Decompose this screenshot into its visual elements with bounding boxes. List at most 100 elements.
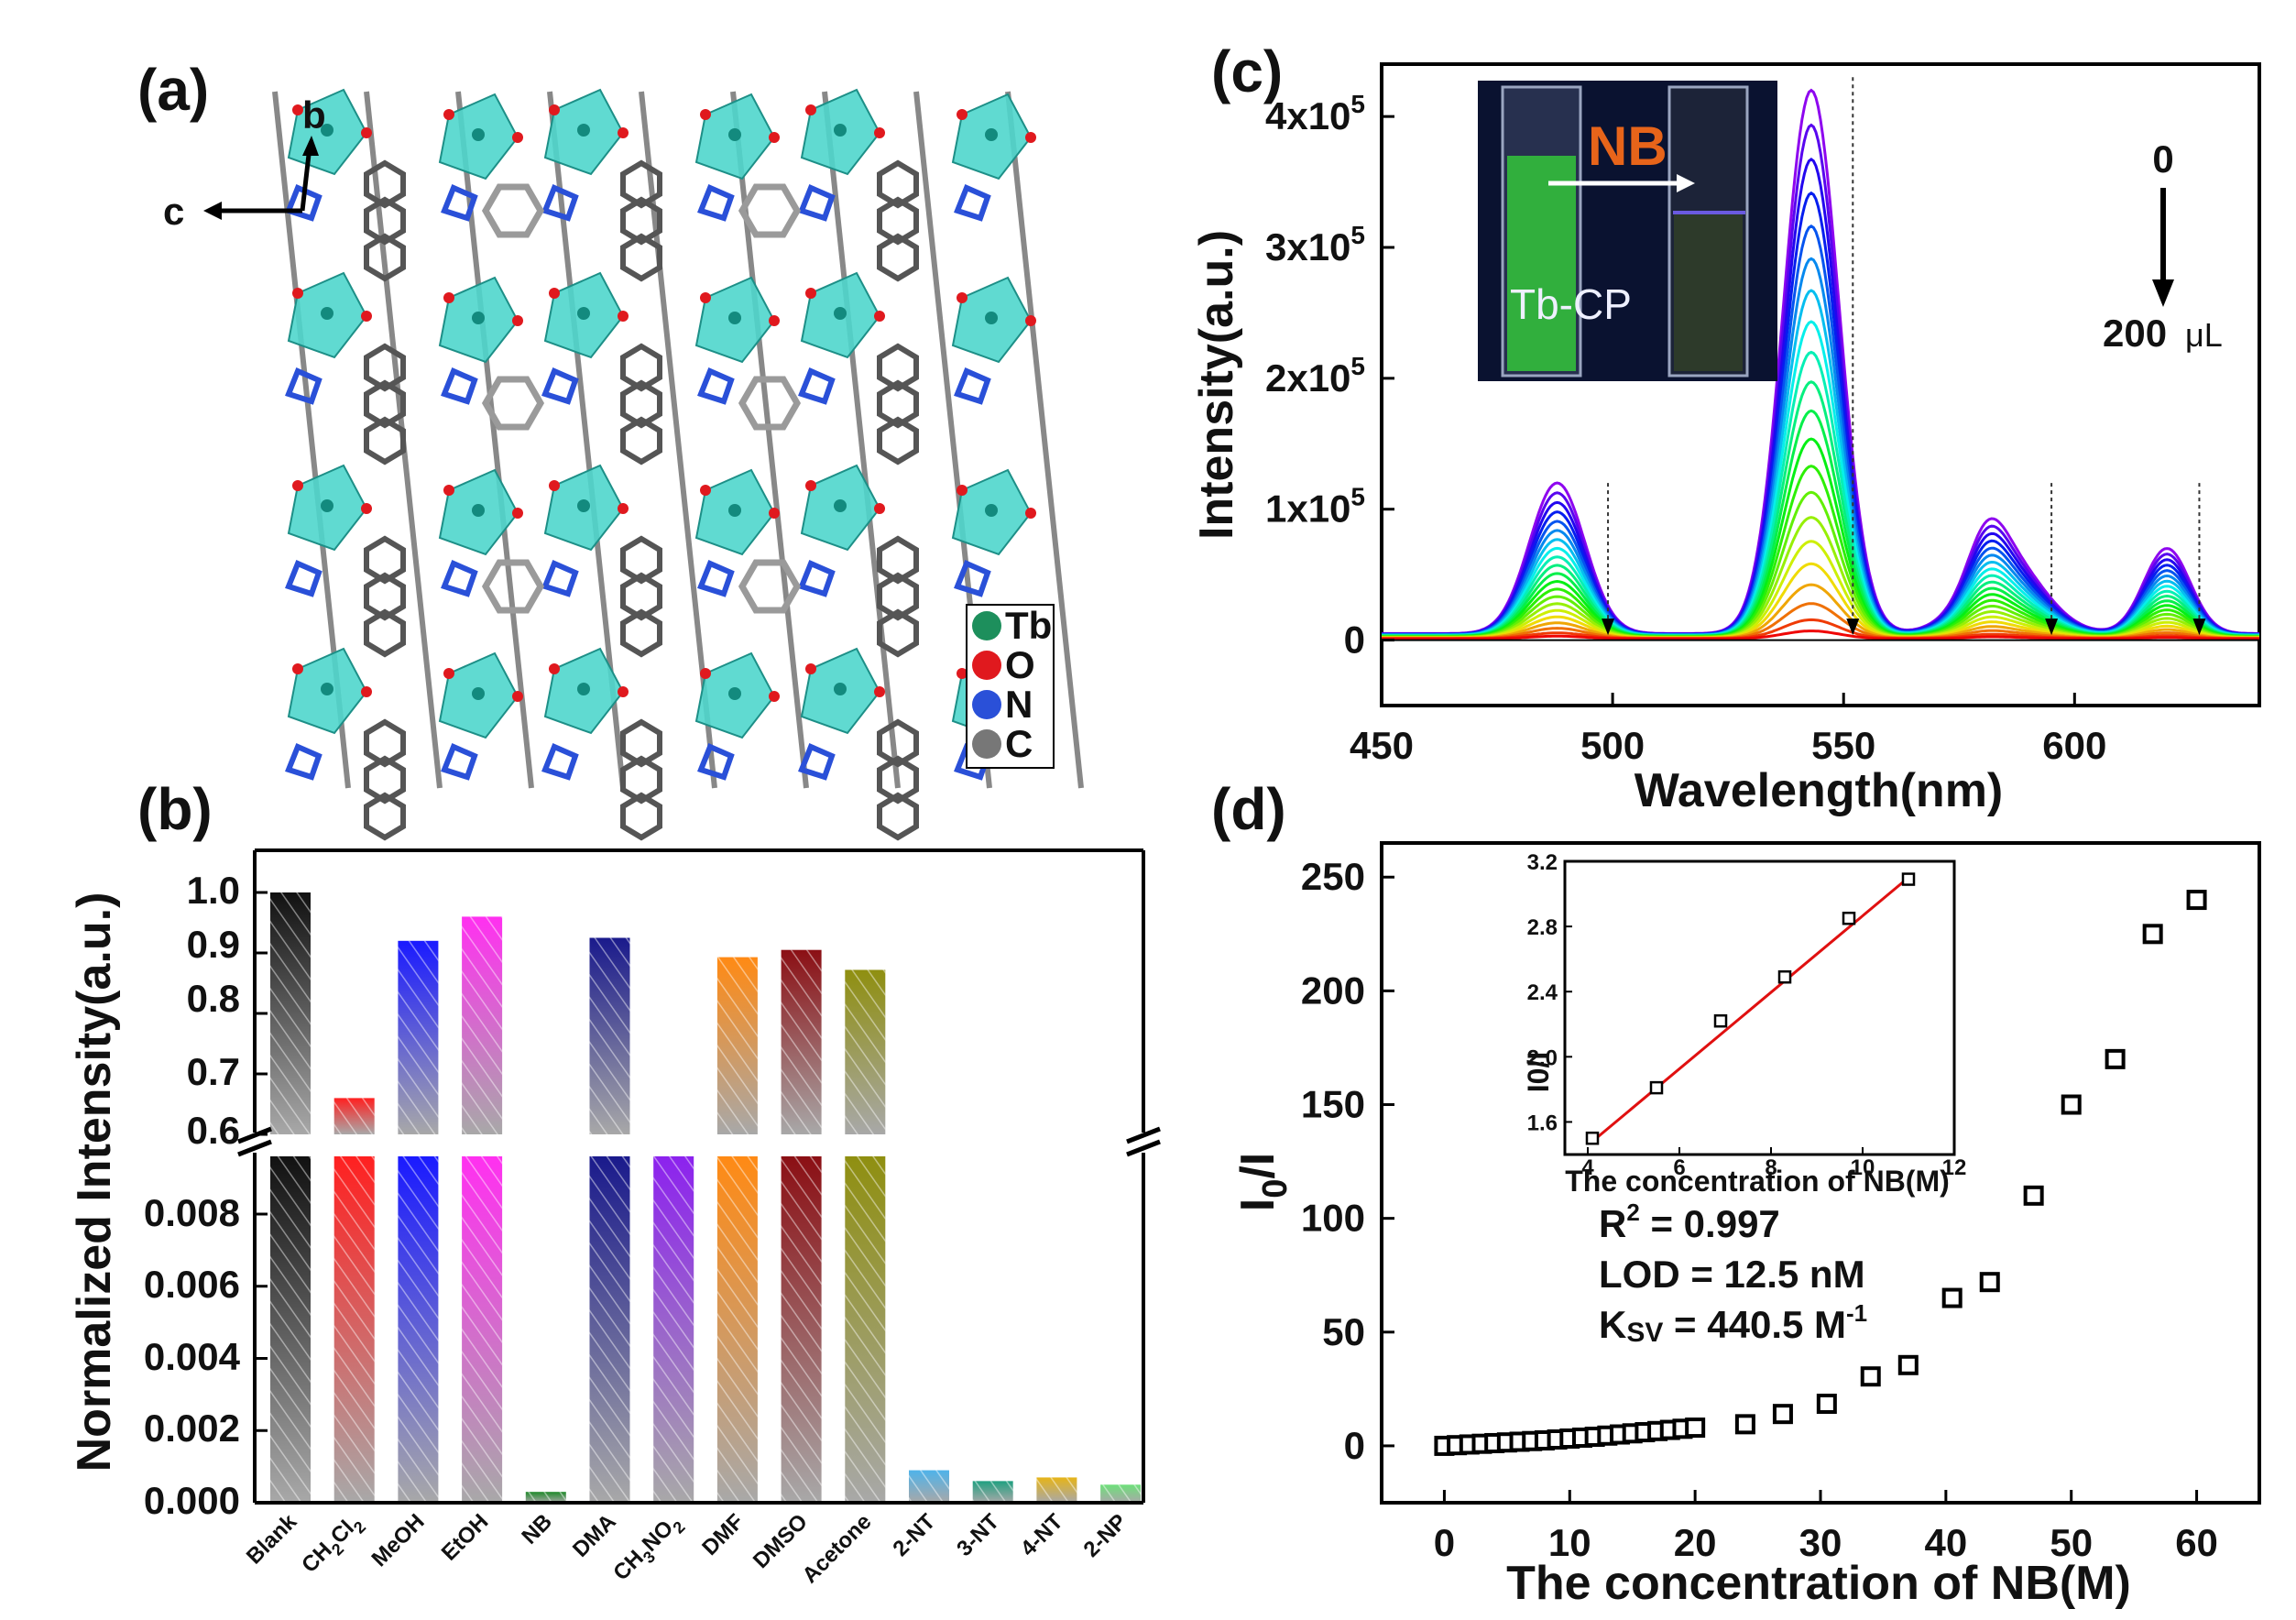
x-tick-label: Acetone xyxy=(797,1509,876,1588)
triazole-ring xyxy=(541,184,579,222)
linker-ring xyxy=(877,379,919,429)
inset-y-tick-label: 1.6 xyxy=(1527,1111,1558,1135)
x-tick-label: 2-NP xyxy=(1079,1509,1132,1562)
o-atom xyxy=(443,292,454,303)
legend-n-sphere xyxy=(972,690,1001,719)
panel-b: (b) 1.0 0.9 0.8 0.7 0.6 0.008 0.006 0.00… xyxy=(68,776,1161,1588)
y-tick-label: 0.008 xyxy=(144,1191,240,1234)
tb-atom xyxy=(577,124,590,137)
y-tick-label: 4x105 xyxy=(1265,90,1365,137)
crystal-structure xyxy=(272,88,1084,841)
x-tick-label: CH2Cl2 xyxy=(297,1509,369,1582)
linker-ring xyxy=(877,792,919,841)
panel-a: (a) b c Tb O N C xyxy=(137,57,1084,841)
x-tick-label: DMF xyxy=(697,1509,749,1560)
triazole-ring xyxy=(285,560,323,597)
tb-atom xyxy=(728,687,741,700)
triazole-ring xyxy=(798,367,836,405)
x-tick-label: DMSO xyxy=(749,1509,813,1573)
x-axis-title: Wavelength(nm) xyxy=(1635,764,2004,817)
o-atom xyxy=(549,104,560,115)
data-point xyxy=(1734,1414,1755,1435)
tb-atom xyxy=(321,307,333,320)
linker-ring xyxy=(877,608,919,658)
o-atom xyxy=(512,508,523,519)
y-tick-label: 0 xyxy=(1344,618,1365,662)
linker-ring xyxy=(620,718,662,768)
o-atom xyxy=(700,109,711,120)
linker-ring xyxy=(364,608,406,658)
panel-c: (c) 450 500 550 600 0 1x105 2x105 3x105 4x105 In… xyxy=(1190,38,2261,817)
triazole-ring xyxy=(954,184,991,222)
x-tick-label: 4-NT xyxy=(1016,1509,1068,1561)
tb-atom xyxy=(472,128,485,141)
linker-ring xyxy=(364,159,406,209)
inset-y-title: I0/I xyxy=(1522,1052,1555,1092)
x-tick-label: 550 xyxy=(1811,724,1875,767)
o-atom xyxy=(1025,508,1036,519)
bar-hatch xyxy=(589,937,630,1134)
bar-hatch xyxy=(716,1156,758,1503)
linker-ring xyxy=(620,572,662,621)
o-atom xyxy=(361,127,372,138)
o-atom xyxy=(700,668,711,679)
o-atom xyxy=(805,288,816,299)
o-atom xyxy=(443,668,454,679)
o-atom xyxy=(618,503,629,514)
o-atom xyxy=(805,104,816,115)
linker-ring xyxy=(364,792,406,841)
o-atom xyxy=(292,104,303,115)
data-point xyxy=(1772,1404,1793,1425)
linker-ring xyxy=(877,755,919,805)
x-tick-label: 40 xyxy=(1924,1521,1967,1564)
bar-hatch xyxy=(270,892,311,1134)
y-tick-label: 0.6 xyxy=(187,1109,240,1152)
legend-o-label: O xyxy=(1005,643,1035,686)
arrow-end-value: 200 xyxy=(2103,312,2167,355)
linker-ring xyxy=(620,608,662,658)
o-atom xyxy=(874,503,885,514)
x-tick-label: 20 xyxy=(1674,1521,1717,1564)
x-tick-label: 50 xyxy=(2050,1521,2093,1564)
x-axis-title: The concentration of NB(M) xyxy=(1506,1557,2131,1610)
o-atom xyxy=(769,691,780,702)
tb-atom xyxy=(834,499,847,512)
inset-y-tick-label: 3.2 xyxy=(1527,850,1558,875)
o-atom xyxy=(292,288,303,299)
data-point xyxy=(2186,890,2207,911)
bar-hatch xyxy=(398,1156,439,1503)
triazole-ring xyxy=(798,743,836,781)
inset-y-tick-label: 2.4 xyxy=(1527,980,1558,1005)
bar-hatch xyxy=(845,1156,886,1503)
linker-ring xyxy=(620,792,662,841)
triazole-ring xyxy=(798,560,836,597)
inset-x-tick-label: 12 xyxy=(1942,1155,1967,1180)
x-tick-label: 30 xyxy=(1799,1521,1842,1564)
o-atom xyxy=(361,686,372,697)
panel-c-label: (c) xyxy=(1211,38,1283,104)
bar-hatch xyxy=(462,1156,503,1503)
linear-fit-inset: 4 6 8 10 12 1.6 2.0 2.4 2.8 3.2 I0/I The concentr… xyxy=(1522,850,1966,1198)
y-tick-label: 0 xyxy=(1344,1424,1365,1467)
panel-b-label: (b) xyxy=(137,776,213,842)
o-atom xyxy=(292,663,303,674)
triazole-ring xyxy=(541,743,579,781)
inset-y-tick-label: 2.8 xyxy=(1527,915,1558,940)
y-tick-label: 0.004 xyxy=(144,1335,241,1378)
fit-statistics: R2 = 0.997 LOD = 12.5 nM KSV = 440.5 M-1 xyxy=(1599,1199,1867,1348)
arrow-start-label: 0 xyxy=(2152,137,2173,181)
y-tick-label: 0.000 xyxy=(144,1479,240,1522)
fit-line xyxy=(1591,876,1909,1143)
triazole-ring xyxy=(798,184,836,222)
linker-ring xyxy=(364,535,406,585)
ksv-sup: -1 xyxy=(1846,1299,1867,1327)
linker-ring xyxy=(364,379,406,429)
linker-ring xyxy=(620,416,662,465)
inset-x-tick-label: 6 xyxy=(1673,1155,1685,1180)
triazole-ring xyxy=(441,560,478,597)
o-atom xyxy=(443,485,454,496)
axis-ticks: 450 500 550 600 0 1x105 2x105 3x105 4x105 xyxy=(1265,90,2106,767)
dashed-arrow-head xyxy=(1602,618,1615,636)
data-point xyxy=(1685,1418,1706,1439)
